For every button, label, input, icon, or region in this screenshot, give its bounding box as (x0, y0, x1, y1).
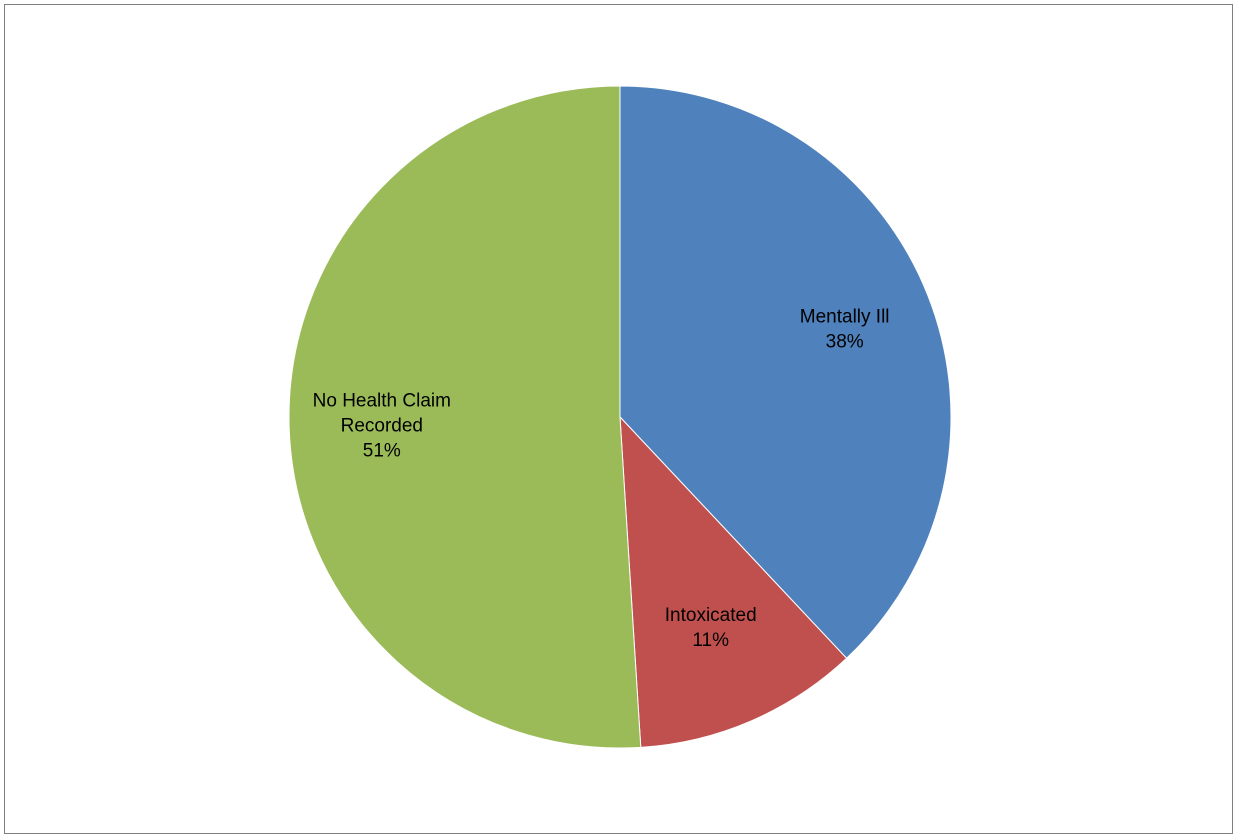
pie-data-labels: Mentally Ill 38% Intoxicated 11% No Health C… (313, 307, 890, 652)
pie-slices (288, 85, 952, 749)
pie-slice-no-health-claim-recorded (288, 85, 642, 749)
data-label-intoxicated: Intoxicated 11% (665, 605, 757, 651)
data-label-mentally-ill: Mentally Ill 38% (800, 307, 890, 353)
data-label-no-health-claim-recorded: No Health Claim Recorded 51% (313, 390, 451, 461)
pie-slice-mentally-ill (619, 85, 952, 659)
pie-slice-intoxicated (619, 415, 848, 748)
